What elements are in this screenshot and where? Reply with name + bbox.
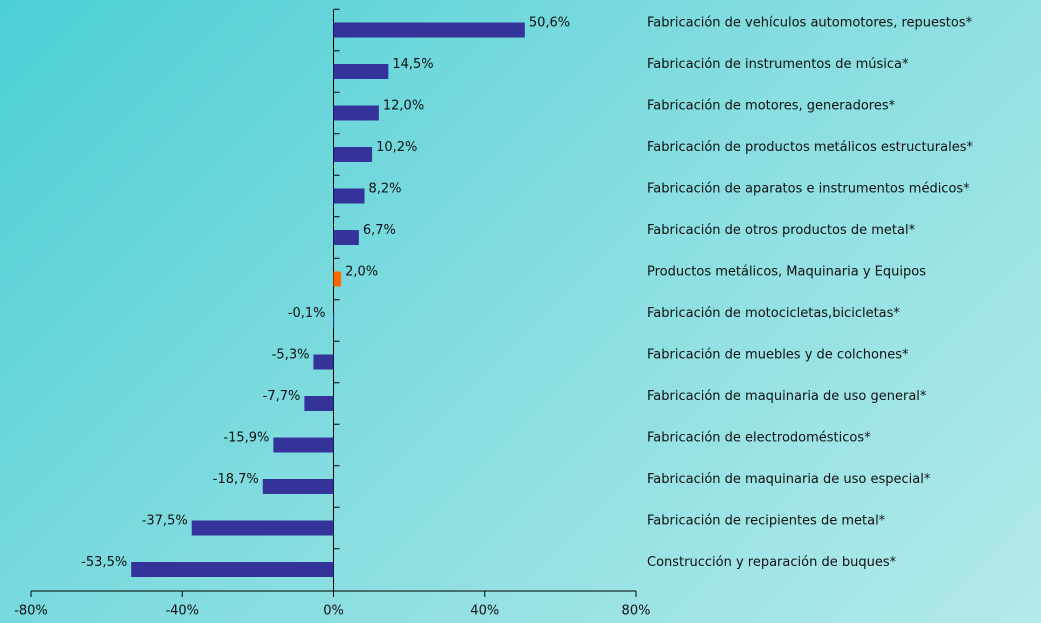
bar [262, 479, 334, 494]
bar [333, 230, 359, 245]
category-label: Fabricación de otros productos de metal* [647, 223, 916, 238]
value-label: -18,7% [213, 472, 259, 487]
category-label: Construcción y reparación de buques* [647, 555, 897, 570]
bar [333, 64, 389, 79]
category-label: Fabricación de instrumentos de música* [647, 57, 909, 72]
x-tick-label: 40% [470, 604, 499, 619]
bar [333, 271, 342, 287]
value-label: 12,0% [383, 99, 424, 114]
value-label: -53,5% [81, 555, 127, 570]
x-tick-label: -80% [14, 604, 48, 619]
value-label: 2,0% [345, 265, 378, 280]
x-tick-label: 0% [323, 604, 344, 619]
bar [304, 396, 334, 411]
category-label: Productos metálicos, Maquinaria y Equipo… [647, 265, 926, 280]
category-label: Fabricación de motores, generadores* [647, 99, 896, 114]
category-label: Fabricación de vehículos automotores, re… [647, 16, 973, 31]
category-label: Fabricación de motocicletas,bicicletas* [647, 306, 900, 321]
category-label: Fabricación de aparatos e instrumentos m… [647, 182, 970, 197]
value-label: 14,5% [392, 57, 433, 72]
category-label: Fabricación de productos metálicos estru… [647, 140, 973, 155]
category-label: Fabricación de maquinaria de uso general… [647, 389, 927, 404]
category-label: Fabricación de muebles y de colchones* [647, 348, 909, 363]
bar [333, 22, 525, 38]
value-label: -0,1% [288, 306, 326, 321]
bar [191, 520, 334, 536]
category-label: Fabricación de electrodomésticos* [647, 431, 871, 446]
bar [333, 313, 335, 328]
value-label: 50,6% [529, 16, 570, 31]
value-label: -15,9% [223, 431, 269, 446]
bar [333, 188, 365, 204]
bar [313, 354, 334, 370]
value-label: -37,5% [142, 514, 188, 529]
x-tick-label: 80% [622, 604, 651, 619]
value-label: -5,3% [272, 348, 310, 363]
bar [131, 562, 334, 577]
bar [333, 105, 379, 121]
x-tick-label: -40% [165, 604, 199, 619]
category-label: Fabricación de maquinaria de uso especia… [647, 472, 931, 487]
bar [273, 437, 334, 453]
value-label: 8,2% [369, 182, 402, 197]
value-label: -7,7% [263, 389, 301, 404]
category-label: Fabricación de recipientes de metal* [647, 514, 886, 529]
value-label: 6,7% [363, 223, 396, 238]
bar [333, 147, 373, 162]
value-label: 10,2% [376, 140, 417, 155]
